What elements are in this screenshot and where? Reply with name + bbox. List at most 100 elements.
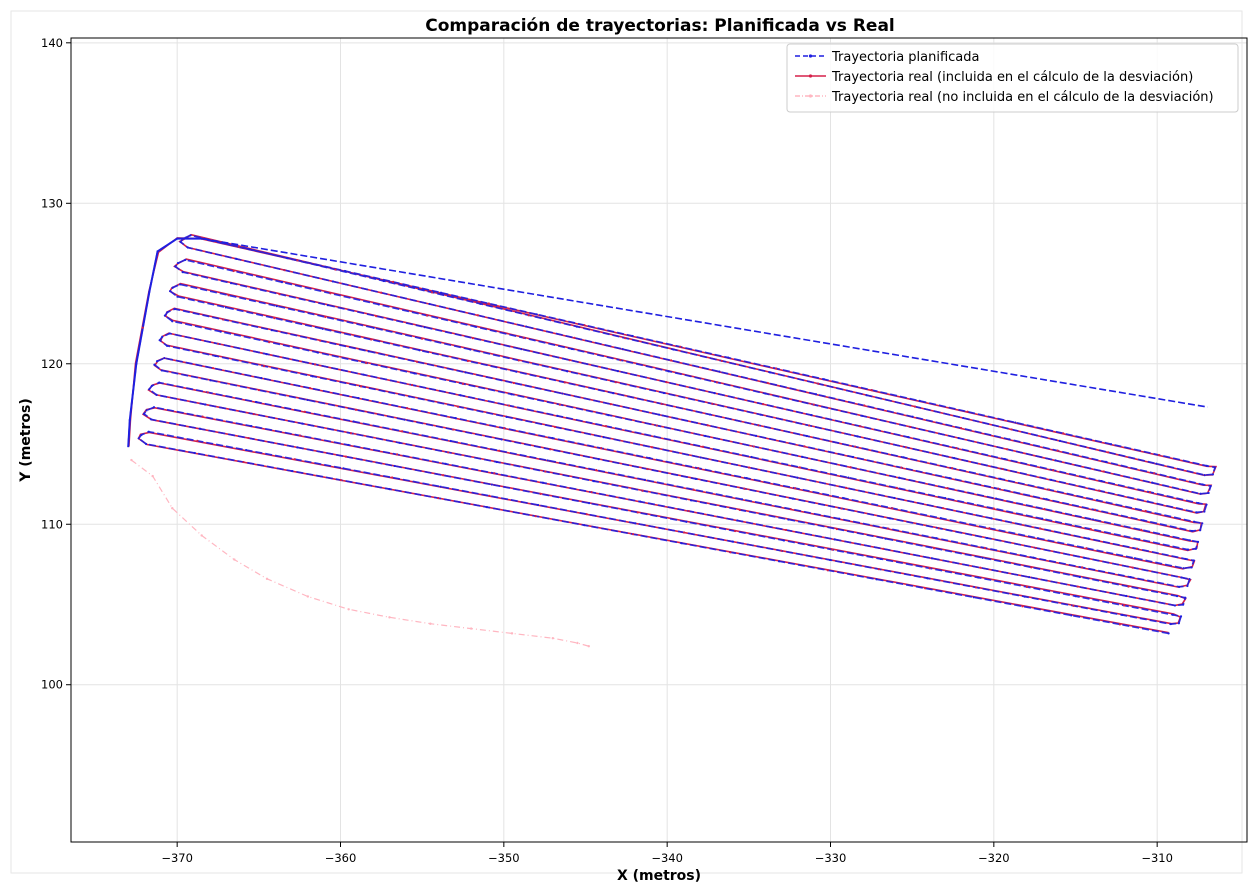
trajectory-point (137, 437, 140, 440)
trajectory-point (977, 576, 980, 579)
trajectory-point (1179, 615, 1183, 618)
trajectory-point (1104, 460, 1108, 463)
trajectory-point (349, 432, 353, 435)
trajectory-point (1199, 492, 1202, 495)
trajectory-point (1030, 566, 1033, 569)
trajectory-point (1184, 596, 1187, 599)
trajectory-point (1078, 575, 1082, 579)
trajectory-point (145, 442, 148, 446)
trajectory-point (362, 373, 365, 376)
trajectory-point (997, 487, 1000, 490)
trajectory-point (171, 286, 174, 289)
trajectory-point (487, 302, 490, 305)
trajectory-point (979, 566, 982, 569)
trajectory-point (1133, 557, 1137, 560)
trajectory-point (255, 400, 258, 404)
trajectory-point (503, 427, 506, 430)
trajectory-point (235, 257, 238, 260)
trajectory-point (471, 337, 474, 340)
trajectory-point (1140, 528, 1143, 531)
trajectory-point (1054, 459, 1057, 462)
trajectory-point (981, 556, 984, 559)
trajectory-point (268, 341, 271, 344)
trajectory-point (201, 415, 204, 418)
trajectory-point (585, 513, 588, 516)
trajectory-point (536, 503, 540, 507)
trajectory-point (851, 455, 855, 459)
trajectory-point (181, 271, 184, 274)
trajectory-point (229, 282, 233, 285)
trajectory-point (344, 455, 348, 458)
trajectory-point (551, 437, 554, 440)
trajectory-point (667, 370, 670, 373)
trajectory-point (364, 361, 368, 365)
series-offtrack-point (151, 474, 154, 478)
trajectory-point (1118, 623, 1122, 626)
trajectory-point (604, 425, 608, 428)
trajectory-point (701, 445, 705, 448)
trajectory-point (270, 329, 273, 332)
trajectory-point (966, 410, 969, 413)
trajectory-point (911, 415, 914, 418)
trajectory-point (777, 560, 781, 563)
trajectory-point (219, 330, 222, 333)
trajectory-point (573, 336, 576, 339)
trajectory-point (1175, 595, 1179, 598)
trajectory-point (1003, 457, 1006, 461)
trajectory-point (796, 476, 799, 479)
series-offtrack-point (469, 627, 473, 630)
trajectory-point (128, 418, 131, 422)
trajectory-point (380, 291, 383, 294)
trajectory-point (1184, 557, 1187, 561)
trajectory-point (711, 402, 714, 405)
trajectory-point (1186, 584, 1189, 588)
trajectory-point (924, 587, 927, 590)
trajectory-point (831, 548, 834, 551)
trajectory-point (283, 269, 286, 272)
trajectory-point (522, 336, 525, 339)
trajectory-point (1205, 503, 1208, 506)
trajectory-point (720, 359, 723, 363)
trajectory-point (142, 412, 146, 415)
trajectory-point (135, 362, 138, 365)
trajectory-point (641, 489, 644, 492)
trajectory-point (747, 466, 751, 469)
trajectory-point (1213, 466, 1217, 469)
trajectory-point (156, 250, 159, 253)
trajectory-point (141, 326, 144, 329)
trajectory-point (444, 462, 447, 465)
trajectory-point (392, 280, 395, 283)
trajectory-point (186, 246, 190, 249)
trajectory-point (568, 359, 571, 362)
trajectory-point (367, 350, 370, 353)
trajectory-point (595, 469, 598, 472)
legend-label: Trayectoria planificada (831, 50, 980, 65)
trajectory-point (607, 414, 610, 417)
trajectory-point (474, 325, 477, 328)
trajectory-point (590, 491, 593, 494)
trajectory-point (319, 339, 322, 342)
trajectory-point (1203, 474, 1206, 477)
trajectory-point (198, 427, 202, 430)
trajectory-point (152, 406, 156, 409)
trajectory-point (296, 446, 299, 449)
trajectory-point (405, 407, 409, 410)
trajectory-point (403, 418, 406, 421)
trajectory-point (774, 367, 778, 370)
trajectory-point (1190, 566, 1193, 569)
trajectory-point (847, 476, 850, 479)
trajectory-point (602, 436, 605, 439)
trajectory-point (257, 388, 261, 392)
trajectory-point (500, 438, 503, 441)
trajectory-point (1041, 517, 1044, 520)
trajectory-point (1014, 421, 1017, 424)
trajectory-point (344, 269, 347, 273)
trajectory-point (189, 234, 192, 237)
trajectory-point (884, 537, 887, 540)
trajectory-point (1125, 594, 1128, 598)
trajectory-point (986, 536, 989, 540)
trajectory-point (211, 366, 215, 370)
plot-area (127, 233, 1218, 648)
trajectory-point (296, 259, 299, 262)
trajectory-point (476, 314, 479, 317)
